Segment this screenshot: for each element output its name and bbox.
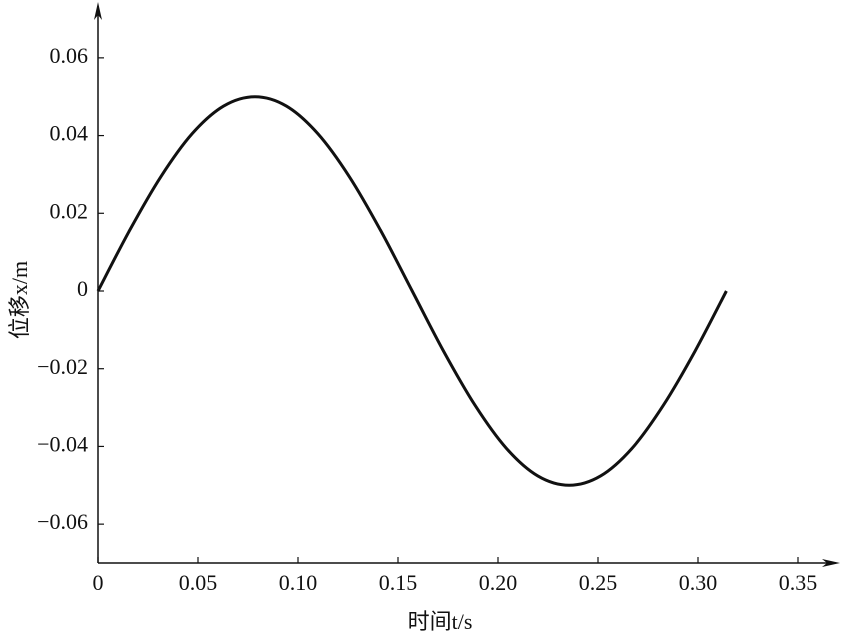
x-axis-arrow: [822, 559, 840, 567]
y-tick-label: 0.02: [50, 198, 89, 223]
x-tick-label: 0.05: [179, 570, 218, 595]
y-tick-label: −0.06: [37, 509, 88, 534]
x-tick-label: 0.35: [779, 570, 818, 595]
line: [96, 95, 728, 487]
y-tick-label: 0.04: [50, 121, 89, 146]
x-tick-label: 0.20: [479, 570, 518, 595]
x-tick-label: 0.15: [379, 570, 418, 595]
x-tick-label: 0: [93, 570, 104, 595]
y-tick-label: 0.06: [50, 43, 89, 68]
y-tick-label: −0.02: [37, 354, 88, 379]
x-tick-label: 0.30: [679, 570, 718, 595]
y-tick-label: −0.04: [37, 431, 88, 456]
y-axis-arrow: [94, 2, 102, 20]
y-tick-label: 0: [77, 276, 88, 301]
x-axis-label: 时间t/s: [408, 609, 473, 634]
x-tick-label: 0.10: [279, 570, 318, 595]
y-axis-label: 位移x/m: [7, 261, 32, 339]
x-tick-label: 0.25: [579, 570, 618, 595]
